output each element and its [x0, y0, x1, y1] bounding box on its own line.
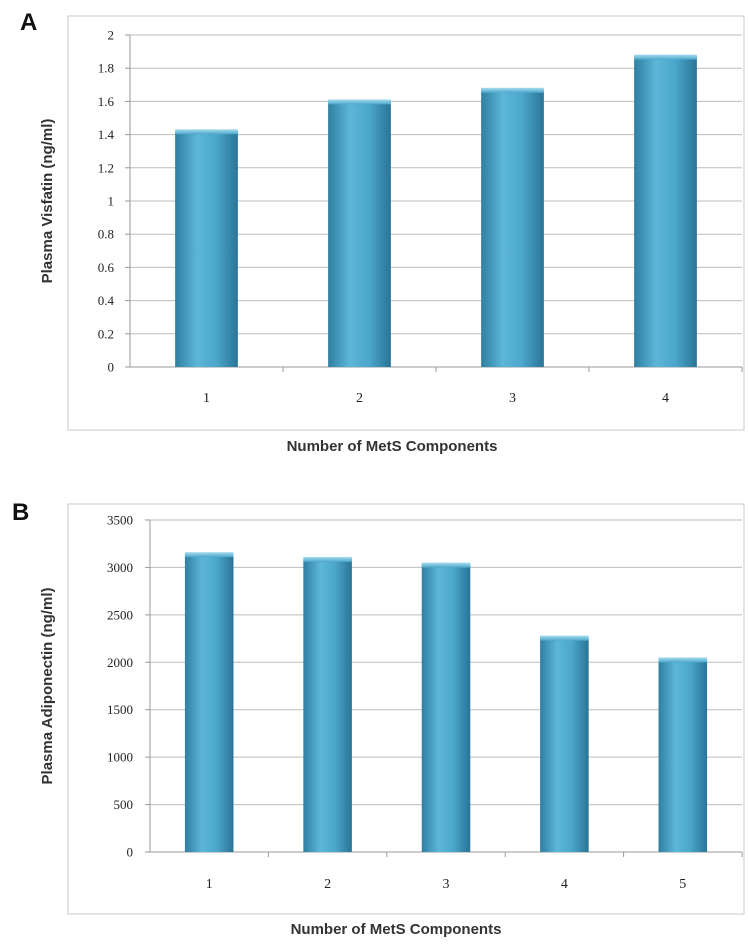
bar — [634, 56, 697, 368]
panel-b-ylabel: Plasma Adiponectin (ng/ml) — [39, 588, 56, 785]
panel-a-xticks: 1 2 3 4 — [203, 391, 669, 406]
y-tick-label: 500 — [114, 797, 134, 812]
bar-top — [658, 657, 708, 663]
bar-top — [481, 87, 544, 93]
panel-a: A 0 0.2 0.4 0.6 0.8 1 1.2 1.4 1.6 1.8 2 1 2 3 4 Plasm… — [20, 9, 745, 455]
y-tick-label: 3500 — [107, 513, 133, 528]
bar-top — [184, 552, 234, 558]
y-tick-label: 1.2 — [98, 160, 114, 175]
bar — [481, 89, 544, 367]
bar-top — [303, 556, 352, 562]
y-tick-label: 1.4 — [98, 127, 115, 142]
y-tick-label: 1000 — [107, 750, 133, 765]
x-tick-label: 3 — [509, 391, 516, 406]
x-tick-label: 5 — [679, 877, 686, 892]
y-tick-label: 0.2 — [98, 326, 114, 341]
bar — [303, 558, 352, 852]
bar-top — [421, 562, 471, 568]
x-tick-label: 4 — [662, 391, 669, 406]
y-tick-label: 2000 — [107, 655, 133, 670]
panel-a-bars — [175, 54, 697, 368]
panel-b-frame — [67, 503, 745, 915]
panel-a-frame — [67, 15, 745, 431]
panel-b-xlabel: Number of MetS Components — [291, 921, 502, 938]
x-tick-label: 3 — [443, 877, 450, 892]
bar — [540, 637, 589, 852]
y-tick-label: 0.4 — [98, 293, 115, 308]
x-tick-label: 4 — [561, 877, 568, 892]
y-tick-label: 2 — [108, 28, 115, 43]
y-tick-label: 1.8 — [98, 61, 114, 76]
panel-b: B 0 500 1000 1500 2000 2500 3000 3500 1 2 3 4 5 Pla… — [12, 499, 745, 938]
x-tick-label: 2 — [324, 877, 331, 892]
bar-top — [175, 129, 238, 135]
panel-a-ylabel: Plasma Visfatin (ng/ml) — [39, 119, 56, 284]
bar — [175, 131, 238, 367]
y-tick-label: 0.8 — [98, 227, 114, 242]
bar — [658, 659, 708, 852]
bar — [328, 101, 391, 368]
y-tick-label: 3000 — [107, 560, 133, 575]
bar-top — [328, 99, 391, 105]
bar — [421, 564, 471, 852]
panel-b-yticks: 0 500 1000 1500 2000 2500 3000 3500 — [107, 513, 133, 860]
x-tick-label: 1 — [203, 391, 210, 406]
panel-b-bars — [184, 552, 708, 852]
y-tick-label: 1.6 — [98, 94, 115, 109]
bar — [184, 554, 234, 852]
y-tick-label: 2500 — [107, 607, 133, 622]
y-tick-label: 0.6 — [98, 260, 115, 275]
panel-a-letter: A — [20, 9, 37, 36]
y-tick-label: 0 — [127, 845, 134, 860]
bar-top — [540, 635, 589, 641]
x-tick-label: 2 — [356, 391, 363, 406]
panel-b-xticks: 1 2 3 4 5 — [206, 877, 687, 892]
bar-top — [634, 54, 697, 60]
x-tick-label: 1 — [206, 877, 213, 892]
panel-a-xlabel: Number of MetS Components — [287, 438, 498, 455]
y-tick-label: 1500 — [107, 702, 133, 717]
panel-a-yticks: 0 0.2 0.4 0.6 0.8 1 1.2 1.4 1.6 1.8 2 — [98, 28, 115, 375]
panel-b-letter: B — [12, 499, 29, 526]
y-tick-label: 1 — [108, 194, 115, 209]
y-tick-label: 0 — [108, 360, 115, 375]
